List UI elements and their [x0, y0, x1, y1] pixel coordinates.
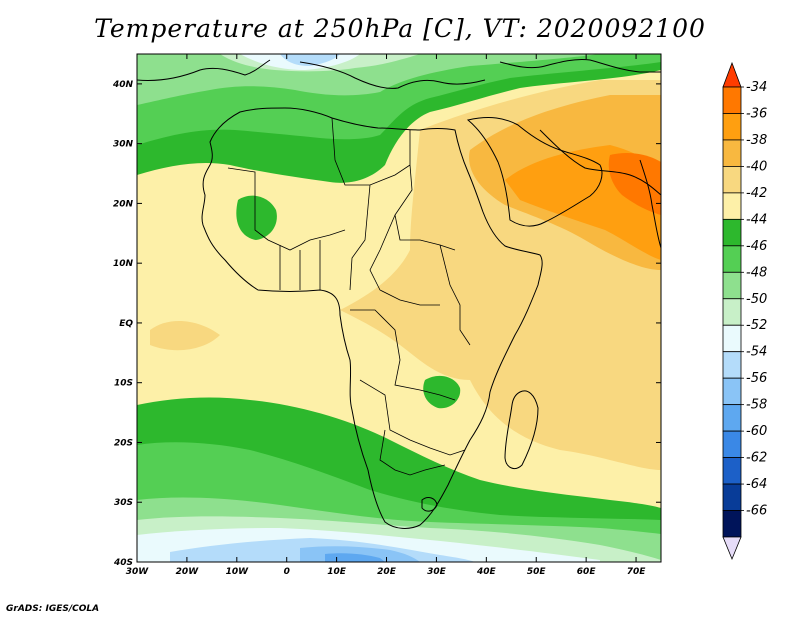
colorbar-box — [722, 245, 742, 273]
longitude-axis: 30W 20W 10W 0 10E 20E 30E 40E 50E 60E 70E — [126, 54, 646, 577]
colorbar-label: -60 — [746, 424, 767, 439]
lat-tick-label: 40S — [113, 558, 133, 568]
colorbar-label: -38 — [746, 133, 767, 148]
lat-tick-label: EQ — [119, 319, 133, 329]
colorbar-label: -54 — [746, 345, 767, 360]
colorbar-label: -44 — [746, 212, 767, 227]
colorbar-box — [722, 86, 742, 114]
contour-56-north — [280, 54, 340, 66]
lon-tick-label: 60E — [577, 567, 597, 577]
lon-tick-label: 30E — [427, 567, 447, 577]
arabia-coastline — [466, 117, 603, 227]
colorbar-box — [722, 113, 742, 141]
contour-46-west-patch — [236, 195, 277, 240]
lon-tick-label: 20E — [377, 567, 397, 577]
colorbar-label: -48 — [746, 265, 767, 280]
colorbar-box — [722, 218, 742, 247]
lon-tick-label: 50E — [527, 567, 547, 577]
colorbar-box — [722, 324, 742, 353]
colorbar-box — [722, 192, 742, 220]
colorbar-box — [722, 271, 742, 300]
colorbar-box — [722, 351, 742, 379]
country-borders — [227, 117, 471, 476]
lon-tick-label: 70E — [627, 567, 647, 577]
colorbar-label: -34 — [746, 80, 767, 95]
colorbar-box — [722, 166, 742, 194]
lat-tick-label: 40N — [112, 80, 134, 90]
lat-tick-label: 20N — [113, 199, 134, 209]
lat-tick-label: 30S — [114, 498, 133, 508]
colorbar-top-arrow — [722, 61, 742, 88]
lon-tick-label: 40E — [476, 567, 497, 577]
lon-tick-label: 10E — [327, 567, 347, 577]
colorbar-bottom-arrow — [722, 536, 742, 561]
lon-tick-label: 10W — [226, 567, 250, 577]
colorbar-label: -64 — [746, 477, 767, 492]
colorbar-label: -40 — [746, 159, 767, 174]
lon-tick-label: 0 — [284, 567, 290, 577]
colorbar-label: -58 — [746, 398, 767, 413]
india-coastline — [639, 159, 661, 249]
contour-46-lake-patch — [423, 375, 461, 409]
colorbar-label: -52 — [746, 318, 767, 333]
colorbar-label: -66 — [746, 504, 767, 519]
colorbar-label: -56 — [746, 371, 767, 386]
contour-42-patch-west — [150, 320, 220, 351]
colorbar-box — [722, 139, 742, 167]
lat-tick-label: 30N — [113, 140, 134, 150]
colorbar: -34 -36 -38 -40 -42 -44 -46 -48 -50 -52 -54 -56 -58 -… — [722, 61, 767, 561]
colorbar-label: -62 — [746, 451, 767, 466]
chart-title: Temperature at 250hPa [C], VT: 202009210… — [94, 14, 706, 43]
map-plot-area — [137, 54, 661, 562]
colorbar-box — [722, 457, 742, 485]
colorbar-label: -50 — [746, 292, 767, 307]
iran-coastline — [539, 129, 661, 196]
grads-credit: GrADS: IGES/COLA — [6, 604, 100, 614]
colorbar-box — [722, 430, 742, 458]
contour-50-north — [137, 54, 600, 105]
colorbar-label: -42 — [746, 186, 767, 201]
lesotho-border — [421, 497, 438, 512]
colorbar-label: -36 — [746, 106, 767, 121]
map-frame — [136, 53, 662, 563]
lat-tick-label: 10S — [114, 379, 133, 389]
colorbar-box — [722, 510, 742, 538]
europe-coastline — [137, 59, 661, 89]
lat-tick-label: 10N — [113, 259, 134, 269]
colorbar-box — [722, 483, 742, 511]
colorbar-box — [722, 377, 742, 406]
contour-36-region — [608, 152, 661, 215]
lat-tick-label: 20S — [114, 438, 133, 448]
colorbar-box — [722, 298, 742, 326]
africa-coastline — [201, 107, 543, 529]
coastlines — [137, 59, 661, 529]
contour-60-south — [325, 553, 385, 562]
colorbar-box — [722, 404, 742, 432]
madagascar-coastline — [504, 390, 539, 469]
lon-tick-label: 30W — [126, 567, 150, 577]
colorbar-label: -46 — [746, 239, 767, 254]
latitude-axis: 40N 30N 20N 10N EQ 10S 20S 30S 40S — [112, 80, 661, 568]
lon-tick-label: 20W — [176, 567, 200, 577]
